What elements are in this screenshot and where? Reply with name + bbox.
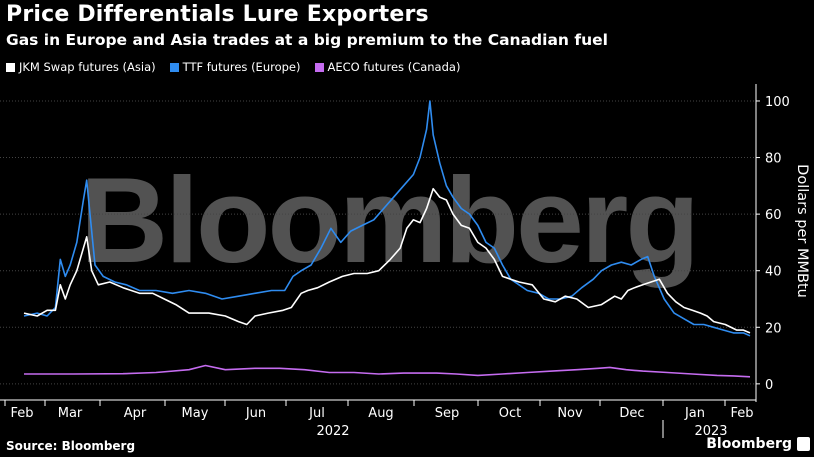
legend-swatch-aeco	[314, 62, 324, 72]
y-tick-label: 60	[765, 208, 782, 223]
y-tick-label: 40	[765, 265, 782, 280]
series-line-ttf	[23, 100, 751, 337]
legend-item-ttf: TTF futures (Europe)	[169, 60, 301, 74]
bloomberg-badge-icon	[797, 437, 810, 451]
legend-item-aeco: AECO futures (Canada)	[314, 60, 461, 74]
x-tick-label: Nov	[557, 406, 583, 421]
year-label-2023: 2023	[694, 424, 727, 439]
x-tick-label: Mar	[58, 406, 83, 421]
y-tick-label: 20	[765, 321, 782, 336]
series-line-aeco	[24, 364, 751, 378]
y-tick-label: 0	[765, 378, 773, 393]
x-tick-label: Jun	[245, 406, 266, 421]
legend-swatch-jkm	[6, 62, 15, 72]
chart-subtitle: Gas in Europe and Asia trades at a big p…	[6, 31, 608, 49]
legend-label-aeco: AECO futures (Canada)	[327, 60, 461, 74]
x-tick-label: Sep	[435, 406, 460, 421]
x-tick-label: Dec	[619, 406, 644, 421]
x-tick-label: Jan	[684, 406, 705, 421]
legend-label-jkm: JKM Swap futures (Asia)	[19, 60, 156, 74]
series-line-jkm	[23, 187, 751, 334]
x-tick-label: May	[182, 406, 209, 421]
y-tick-label: 80	[765, 152, 782, 167]
chart-legend: JKM Swap futures (Asia) TTF futures (Eur…	[6, 60, 460, 74]
legend-item-jkm: JKM Swap futures (Asia)	[6, 60, 156, 74]
x-tick-label: Oct	[499, 406, 521, 421]
x-tick-label: Feb	[730, 406, 753, 421]
bloomberg-watermark: Bloomberg	[80, 152, 700, 288]
y-axis-title: Dollars per MMBtu	[794, 164, 810, 298]
x-tick-label: Jul	[308, 406, 325, 421]
x-tick-label: Aug	[368, 406, 393, 421]
y-tick-label: 100	[765, 95, 790, 110]
legend-swatch-ttf	[169, 62, 179, 72]
year-label-2022: 2022	[316, 424, 349, 439]
chart-title: Price Differentials Lure Exporters	[6, 2, 429, 27]
x-tick-label: Feb	[10, 406, 33, 421]
source-note: Source: Bloomberg	[6, 439, 136, 453]
brand-logo-text: Bloomberg	[706, 436, 792, 452]
legend-label-ttf: TTF futures (Europe)	[182, 60, 301, 74]
x-tick-label: Apr	[124, 406, 147, 421]
